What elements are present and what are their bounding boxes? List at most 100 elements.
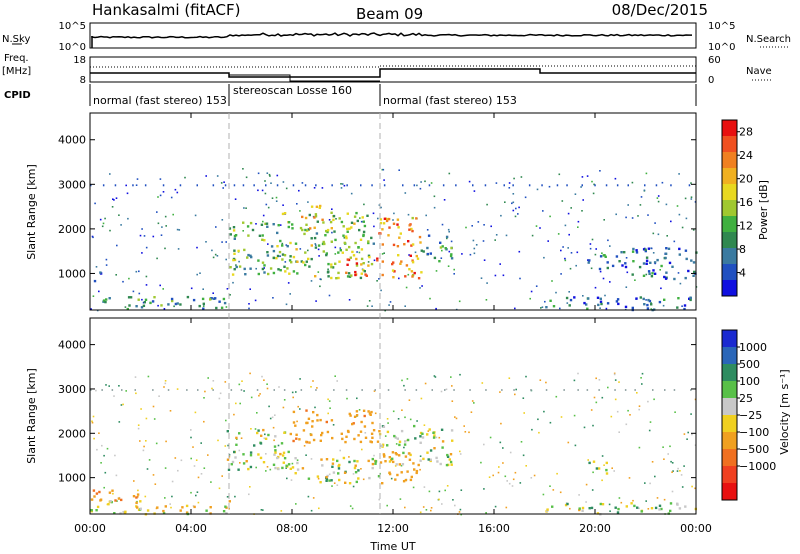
data-cell: [353, 415, 357, 418]
scatter-cell: [176, 191, 179, 194]
data-cell: [300, 260, 303, 263]
scatter-cell: [101, 225, 104, 228]
data-cell: [596, 512, 600, 515]
scatter-cell: [569, 507, 571, 510]
data-cell: [296, 272, 299, 275]
data-cell: [678, 253, 681, 256]
scatter-cell: [551, 280, 553, 282]
scatter-cell: [656, 197, 659, 199]
echo-cell: [530, 389, 532, 391]
scatter-cell: [523, 412, 525, 414]
data-cell: [433, 434, 436, 437]
data-cell: [321, 431, 324, 435]
data-cell: [263, 239, 266, 242]
data-cell: [202, 307, 205, 310]
scatter-cell: [515, 388, 517, 391]
data-cell: [226, 430, 229, 433]
data-cell: [314, 275, 317, 278]
data-cell: [278, 250, 282, 254]
data-cell: [383, 217, 387, 220]
data-cell: [449, 453, 453, 456]
colorbar-tick-label: −100: [739, 426, 769, 439]
data-cell: [599, 502, 602, 506]
data-cell: [585, 303, 588, 306]
data-cell: [294, 457, 297, 460]
echo-cell: [333, 389, 335, 391]
scatter-cell: [481, 382, 484, 384]
data-cell: [391, 262, 394, 266]
x-tick-label: 08:00: [276, 522, 308, 535]
scatter-cell: [593, 396, 596, 399]
echo-cell: [614, 389, 616, 391]
scatter-cell: [562, 246, 564, 248]
scatter-cell: [660, 287, 662, 290]
scatter-cell: [404, 192, 407, 194]
scatter-cell: [564, 259, 567, 262]
scatter-cell: [378, 498, 380, 501]
data-cell: [381, 273, 384, 277]
data-cell: [249, 254, 252, 257]
data-cell: [639, 296, 642, 299]
nsearch-tick-top: 10^5: [708, 21, 735, 32]
scatter-cell: [100, 462, 102, 464]
echo-cell: [345, 389, 348, 391]
data-cell: [283, 457, 287, 460]
data-cell: [296, 260, 299, 263]
data-cell: [345, 236, 348, 240]
data-cell: [355, 414, 359, 417]
data-cell: [361, 216, 364, 219]
scatter-cell: [589, 247, 592, 250]
data-cell: [427, 234, 431, 237]
nsky-panel-frame: [89, 22, 697, 49]
time-axis: 00:00 04:00 08:00 12:00 16:00 20:00 00:00: [74, 113, 712, 535]
scatter-cell: [289, 293, 291, 295]
scatter-cell: [531, 234, 534, 237]
colorbar-swatch: [722, 152, 737, 169]
data-cell: [256, 431, 259, 435]
scatter-cell: [157, 196, 159, 198]
data-cell: [338, 463, 341, 467]
scatter-cell: [691, 485, 693, 488]
scatter-cell: [666, 235, 668, 237]
scatter-cell: [585, 483, 588, 486]
scatter-cell: [662, 446, 664, 448]
scatter-cell: [157, 222, 160, 225]
scatter-cell: [389, 301, 392, 303]
data-cell: [261, 261, 265, 264]
scatter-cell: [435, 270, 438, 272]
scatter-cell: [594, 253, 597, 256]
data-cell: [272, 256, 276, 260]
data-cell: [416, 257, 420, 260]
scatter-cell: [225, 306, 228, 308]
scatter-cell: [266, 383, 268, 385]
data-cell: [341, 437, 344, 441]
scatter-cell: [676, 470, 679, 472]
y-tick-label: 1000: [58, 472, 86, 485]
scatter-cell: [176, 228, 179, 231]
scatter-cell: [386, 504, 388, 507]
data-cell: [631, 273, 634, 276]
data-cell: [379, 461, 383, 464]
data-cell: [439, 246, 443, 249]
scatter-cell: [384, 435, 387, 437]
cpid-segment-2: stereoscan Losse 160: [233, 84, 352, 97]
data-cell: [411, 275, 414, 278]
data-cell: [372, 242, 375, 245]
data-cell: [270, 245, 274, 248]
data-cell: [136, 493, 140, 496]
scatter-cell: [339, 449, 341, 452]
scatter-cell: [459, 508, 462, 511]
scatter-cell: [483, 443, 485, 446]
data-cell: [331, 436, 334, 440]
scatter-cell: [488, 476, 491, 478]
scatter-cell: [343, 237, 346, 239]
scatter-cell: [641, 372, 644, 375]
data-cell: [376, 440, 380, 443]
data-cell: [356, 219, 359, 223]
data-cell: [269, 267, 273, 270]
scatter-cell: [255, 466, 257, 469]
data-cell: [359, 440, 363, 444]
data-cell: [381, 228, 384, 231]
data-cell: [421, 436, 425, 439]
scatter-cell: [601, 396, 604, 399]
